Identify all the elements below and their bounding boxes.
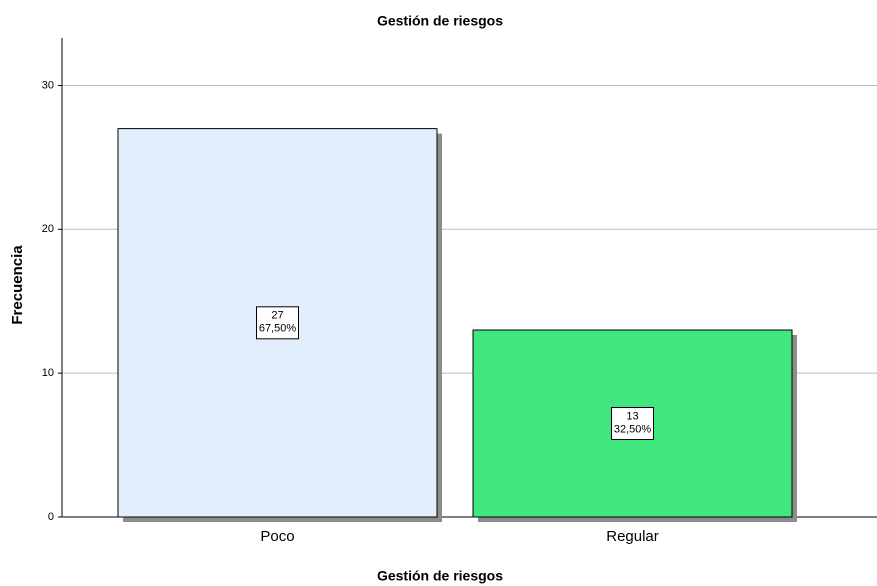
y-tick-label: 0 xyxy=(48,511,54,523)
y-axis-label: Frecuencia xyxy=(9,245,26,325)
y-tick-label: 30 xyxy=(42,79,54,91)
data-label-percent: 32,50% xyxy=(614,423,652,435)
data-label: 13 xyxy=(626,410,638,422)
y-tick-label: 20 xyxy=(42,223,54,235)
x-axis-label: Gestión de riesgos xyxy=(377,568,503,584)
chart-title: Gestión de riesgos xyxy=(377,13,503,29)
data-label-box xyxy=(611,407,654,441)
x-tick-label: Regular xyxy=(606,528,659,545)
data-label-box xyxy=(256,306,299,340)
data-label-percent: 67,50% xyxy=(259,323,297,335)
x-tick-label: Poco xyxy=(260,528,294,545)
data-label: 27 xyxy=(271,310,283,322)
y-tick-label: 10 xyxy=(42,367,54,379)
